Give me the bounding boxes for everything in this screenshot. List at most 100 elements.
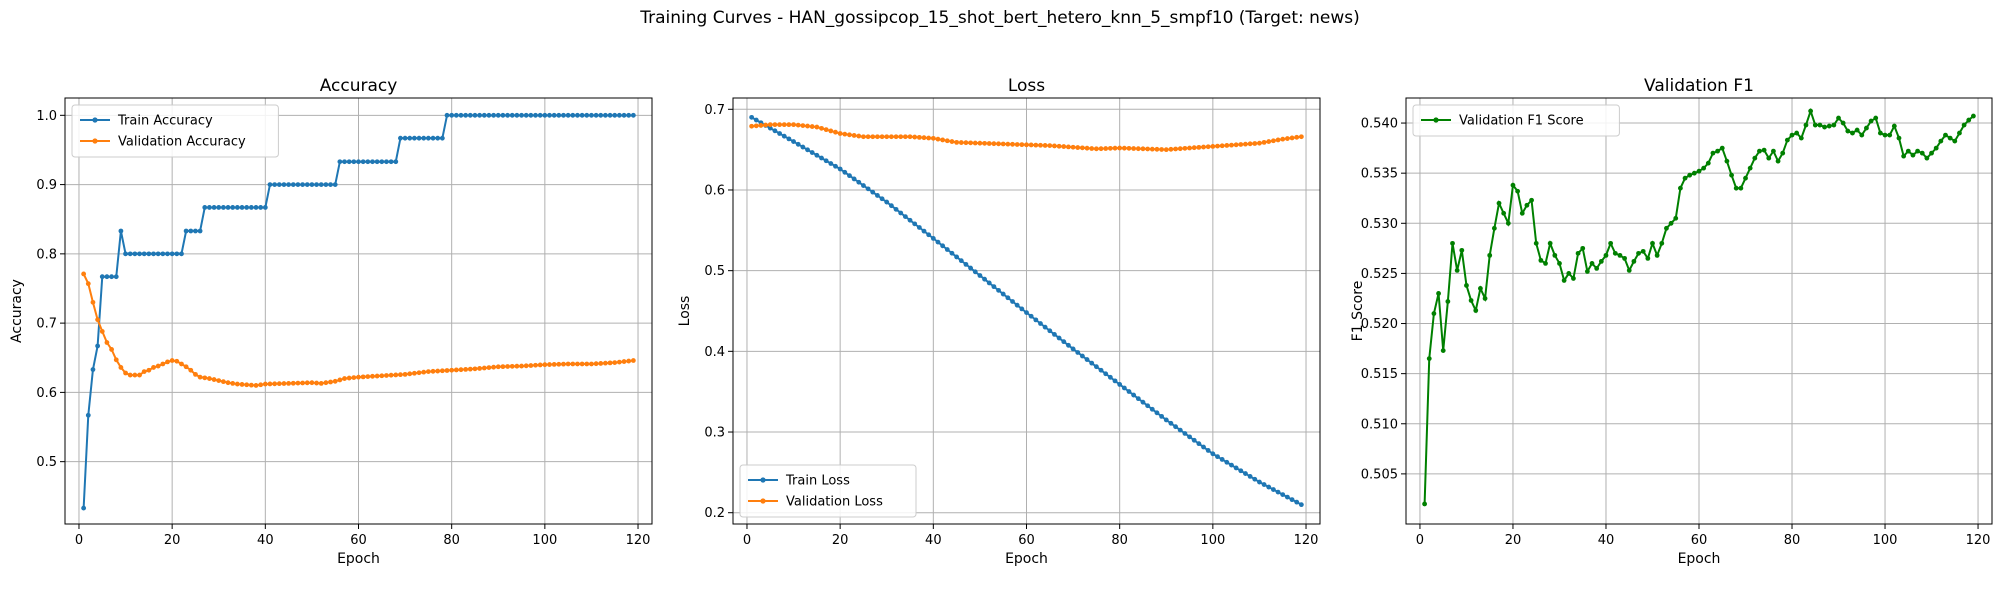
p2-series-2-point bbox=[1103, 146, 1109, 151]
p3-xtick-label: 100 bbox=[1873, 533, 1898, 548]
p1-series-2-point bbox=[467, 366, 473, 372]
p2-series-1-point bbox=[898, 210, 904, 216]
p3-series-1-point bbox=[1952, 138, 1958, 144]
p1-series-2-point bbox=[253, 383, 259, 388]
p1-series-2-point bbox=[374, 373, 380, 379]
p2-series-1-point bbox=[1187, 434, 1192, 440]
p3-series-1-point bbox=[1584, 269, 1590, 274]
p2-series-2-point bbox=[865, 134, 871, 140]
p2-series-1-point bbox=[856, 179, 862, 185]
p2-xlabel: Epoch bbox=[1005, 551, 1048, 567]
p2-series-2-point bbox=[1275, 137, 1281, 143]
p1-series-2-point bbox=[300, 380, 305, 386]
p2-series-2-point bbox=[893, 134, 899, 140]
p3-series-1-point bbox=[1612, 250, 1618, 256]
p1-series-1-point bbox=[314, 182, 319, 187]
p2-series-1-point bbox=[1107, 374, 1113, 380]
p1-series-2-point bbox=[565, 361, 571, 367]
p1-series-2-point bbox=[491, 364, 496, 370]
p1-series-1-point bbox=[439, 135, 445, 141]
p3-series-1-point bbox=[1496, 200, 1502, 206]
p1-series-1-point bbox=[202, 205, 208, 210]
p1-series-1-point bbox=[234, 205, 240, 210]
p1-series-2-point bbox=[402, 371, 408, 377]
p1-series-1-point bbox=[430, 135, 436, 141]
p3-series-1-point bbox=[1775, 158, 1781, 164]
p1-series-2-point bbox=[626, 358, 632, 364]
p1-series-2-point bbox=[598, 361, 604, 366]
p1-series-2-point bbox=[155, 363, 161, 369]
p1-series-1-point bbox=[570, 112, 576, 118]
p2-series-2-point bbox=[907, 134, 913, 140]
p3-series-1-point bbox=[1873, 115, 1879, 121]
p2-series-2-point bbox=[870, 134, 876, 140]
p2-series-2-point bbox=[912, 134, 918, 140]
p1-series-1-point bbox=[300, 182, 305, 187]
p2-series-1-point bbox=[1052, 332, 1057, 337]
p2-series-1-point bbox=[786, 136, 792, 142]
p1-series-1-point bbox=[584, 112, 590, 118]
p1-series-1-point bbox=[467, 112, 473, 118]
p2-series-2-point bbox=[847, 132, 852, 138]
p1-series-2-point bbox=[267, 381, 273, 387]
p1-xlabel: Epoch bbox=[337, 551, 380, 567]
p3-xtick-label: 0 bbox=[1416, 533, 1424, 548]
p2-series-1-point bbox=[1219, 457, 1225, 462]
p2-series-2-point bbox=[1201, 144, 1206, 150]
p2-series-2-point bbox=[1024, 142, 1029, 148]
p1-series-1-point bbox=[318, 182, 324, 187]
p1-series-1-point bbox=[607, 112, 613, 118]
p2-series-2-point bbox=[786, 122, 792, 128]
p1-title: Accuracy bbox=[320, 76, 398, 96]
p1-series-2-point bbox=[547, 362, 552, 367]
p2-series-1-point bbox=[1024, 310, 1029, 316]
p1-series-2-point bbox=[141, 369, 147, 375]
p3-series-1-point bbox=[1915, 148, 1920, 154]
p1-series-2-point bbox=[318, 380, 324, 386]
p3-series-1-point bbox=[1589, 260, 1595, 266]
p1-series-1-point bbox=[370, 159, 375, 165]
p3-ylabel: F1 Score bbox=[1350, 281, 1366, 342]
p1-xtick-label: 80 bbox=[443, 533, 460, 548]
p1-series-1-point bbox=[425, 135, 431, 141]
p3-series-1-point bbox=[1547, 240, 1553, 246]
p3-series-1-point bbox=[1724, 158, 1730, 164]
p2-series-1-point bbox=[1163, 417, 1169, 423]
p1-series-1-point bbox=[230, 205, 236, 210]
p2-series-1-point bbox=[1243, 471, 1248, 476]
p3-series-1-point bbox=[1766, 155, 1772, 161]
p3-series-1-point bbox=[1608, 240, 1614, 246]
p2-series-2-point bbox=[1112, 145, 1118, 151]
p2-series-1-point bbox=[1075, 350, 1081, 355]
p1-series-2-point bbox=[95, 317, 101, 323]
p2-series-1-point bbox=[944, 247, 950, 252]
p3-series-1-point bbox=[1780, 150, 1786, 156]
p3-series-1-point bbox=[1491, 225, 1497, 231]
p1-series-1-point bbox=[486, 112, 492, 118]
p1-series-1-point bbox=[193, 228, 198, 234]
p3-series-1-point bbox=[1687, 172, 1693, 178]
p2-series-2-point bbox=[833, 129, 838, 135]
p1-series-2-point bbox=[398, 372, 403, 378]
p1-series-2-point bbox=[384, 373, 389, 378]
p2-series-2-point bbox=[1196, 144, 1202, 150]
p1-series-2-point bbox=[113, 357, 119, 363]
p2-series-2-point bbox=[1224, 143, 1230, 148]
p1-series-1-point bbox=[416, 135, 422, 141]
p1-series-2-point bbox=[542, 362, 548, 368]
p2-series-1-point bbox=[791, 139, 796, 144]
p1-series-2-point bbox=[612, 360, 618, 365]
p3-series-1-point bbox=[1603, 252, 1609, 258]
p2-series-2-point bbox=[749, 123, 755, 129]
p1-ytick-label: 0.6 bbox=[36, 386, 57, 401]
p2-series-1-point bbox=[1182, 431, 1188, 436]
p3-series-1-point bbox=[1482, 296, 1488, 301]
p3-series-1-point bbox=[1891, 123, 1897, 129]
p1-series-1-point bbox=[547, 112, 552, 118]
p2-ylabel: Loss bbox=[677, 296, 693, 327]
p2-series-1-point bbox=[1112, 378, 1118, 384]
p2-series-2-point bbox=[1191, 145, 1197, 151]
p1-series-2-point bbox=[188, 367, 194, 373]
